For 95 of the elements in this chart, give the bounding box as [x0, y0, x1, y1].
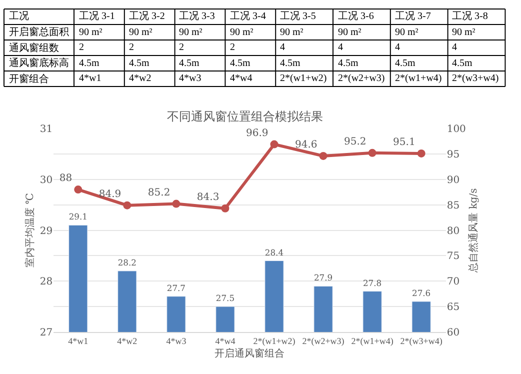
text: 4*w4 — [230, 73, 252, 84]
text: 4 — [280, 42, 285, 53]
y2-tick-label: 75 — [446, 251, 460, 262]
data-label: 27.6 — [412, 288, 431, 298]
text: 90 m² — [79, 27, 102, 38]
data-label: 84.3 — [196, 192, 220, 203]
x-tick-label: 4*w2 — [117, 336, 138, 346]
x-tick-label: 2*(w2+w3) — [302, 336, 344, 346]
category-label: 工况 3-8 — [452, 11, 488, 22]
y2-axis-title: 总自然通风量 kg/s — [467, 188, 480, 274]
text: 2*(w2+w3) — [338, 73, 385, 84]
point — [123, 201, 132, 210]
data-label: 28.4 — [264, 247, 284, 258]
x-tick-label: 4*w4 — [215, 336, 236, 346]
category-label: 工况 3-5 — [280, 11, 316, 22]
category-label: 工况 3-2 — [129, 11, 165, 22]
text: 通风窗组数 — [9, 42, 59, 54]
point — [74, 186, 82, 194]
text: 2*(w1+w2) — [280, 73, 327, 84]
text: 90 m² — [129, 27, 152, 38]
text: 4 — [395, 42, 400, 53]
x-tick-label: 4*w1 — [68, 336, 88, 346]
text: 开窗组合 — [9, 73, 49, 85]
x-tick-label: 4*w3 — [166, 336, 187, 346]
y2-tick-label: 95 — [446, 149, 460, 160]
chart-title: 不同通风窗位置组合模拟结果 — [166, 109, 323, 124]
y2-tick-label: 80 — [446, 226, 460, 237]
text: 4 — [452, 42, 457, 53]
text: 90 m² — [395, 27, 418, 38]
data-label: 94.6 — [294, 139, 318, 150]
point — [417, 149, 426, 158]
text: 2*(w1+w4) — [395, 73, 442, 84]
x-axis-title: 开启通风窗组合 — [214, 347, 285, 360]
text: 4*w3 — [179, 73, 202, 84]
text: 4.5m — [79, 58, 100, 69]
data-label: 88 — [59, 173, 72, 184]
point — [221, 204, 230, 212]
y2-tick-label: 85 — [446, 200, 460, 212]
category-label: 工况 3-7 — [395, 11, 431, 22]
category-label: 工况 3-6 — [338, 11, 374, 22]
point — [172, 200, 180, 208]
y-tick-label: 31 — [40, 124, 53, 136]
data-label: 27.5 — [216, 293, 235, 304]
text: 90 m² — [452, 27, 476, 38]
data-label: 29.1 — [68, 212, 88, 222]
text: 2 — [179, 42, 184, 53]
y-tick-label: 28 — [40, 276, 53, 288]
y2-tick-label: 100 — [446, 124, 466, 136]
category-label: 工况 — [9, 11, 29, 22]
data-label: 28.2 — [118, 257, 136, 268]
category-label: 工况 3-3 — [179, 11, 215, 22]
category-label: 工况 3-1 — [79, 11, 115, 22]
text: 4.5m — [129, 58, 150, 69]
text: 4.5m — [230, 58, 250, 69]
y-tick-label: 29 — [40, 226, 53, 237]
y2-tick-label: 70 — [446, 276, 460, 288]
text: 4.5m — [395, 58, 416, 69]
text: 4 — [338, 42, 343, 53]
y-axis-title: 室内平均温度 ℃ — [24, 193, 36, 268]
data-label: 95.2 — [344, 136, 366, 148]
x-tick-label: 2*(w1+w4) — [351, 336, 394, 346]
text: 2 — [230, 42, 235, 53]
text: 4.5m — [452, 58, 472, 69]
text: 4*w2 — [129, 73, 152, 84]
data-label: 27.7 — [166, 282, 186, 293]
data-label: 96.9 — [246, 128, 268, 139]
data-label: 95.1 — [393, 136, 416, 148]
y-tick-label: 30 — [40, 174, 53, 186]
y-tick-label: 27 — [40, 328, 53, 338]
y2-tick-label: 60 — [446, 328, 460, 338]
text: 通风窗底标高 — [9, 57, 69, 69]
text: 4.5m — [280, 58, 300, 69]
text: 90 m² — [230, 27, 254, 38]
category-label: 工况 3-4 — [230, 11, 266, 22]
x-tick-label: 2*(w3+w4) — [400, 336, 442, 346]
text: 90 m² — [280, 27, 304, 38]
text: 2*(w3+w4) — [452, 73, 499, 84]
data-label: 85.2 — [148, 187, 170, 198]
text: 2 — [129, 42, 134, 53]
point — [319, 152, 328, 160]
y2-tick-label: 90 — [446, 174, 460, 186]
data-label: 27.9 — [314, 272, 333, 283]
text: 90 m² — [338, 27, 362, 38]
text: 开启窗总面积 — [9, 26, 69, 38]
y2-tick-label: 65 — [446, 302, 460, 314]
text: 4.5m — [338, 58, 358, 69]
text: 90 m² — [179, 27, 202, 38]
point — [368, 148, 376, 157]
text: 4.5m — [179, 58, 200, 69]
x-tick-label: 2*(w1+w2) — [253, 336, 296, 346]
data-label: 84.9 — [98, 188, 122, 200]
data-label: 27.8 — [362, 278, 382, 288]
text: 4*w1 — [79, 73, 102, 84]
text: 2 — [79, 42, 84, 53]
point — [270, 140, 278, 148]
